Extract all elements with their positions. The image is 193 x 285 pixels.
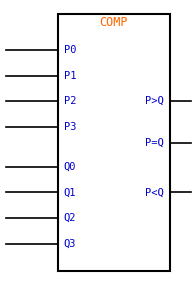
- Text: P3: P3: [64, 122, 76, 132]
- Text: Q0: Q0: [64, 162, 76, 172]
- Text: P>Q: P>Q: [145, 96, 164, 106]
- Text: P=Q: P=Q: [145, 137, 164, 148]
- Text: P1: P1: [64, 70, 76, 81]
- Text: P2: P2: [64, 96, 76, 106]
- Text: P<Q: P<Q: [145, 187, 164, 198]
- Text: COMP: COMP: [100, 16, 128, 29]
- Text: Q3: Q3: [64, 239, 76, 249]
- Text: Q1: Q1: [64, 187, 76, 198]
- Text: P0: P0: [64, 45, 76, 55]
- Text: Q2: Q2: [64, 213, 76, 223]
- Bar: [58, 14, 170, 271]
